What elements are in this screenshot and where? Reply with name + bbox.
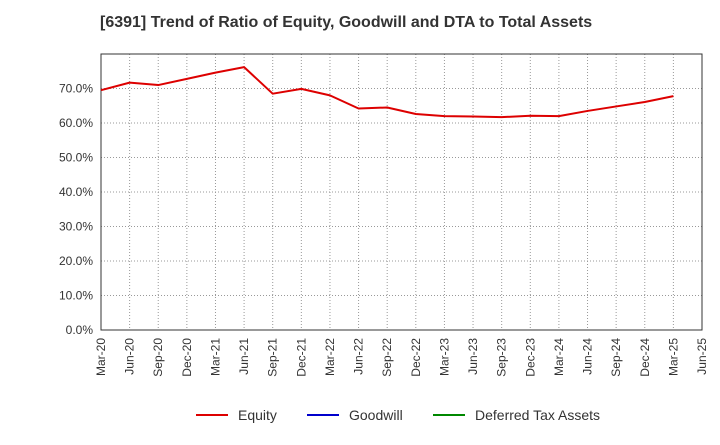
x-tick-label: Sep-22 bbox=[380, 338, 394, 377]
x-tick-label: Jun-24 bbox=[581, 338, 595, 375]
legend-label: Equity bbox=[238, 407, 277, 423]
y-tick-label: 40.0% bbox=[59, 185, 93, 199]
x-tick-label: Jun-20 bbox=[123, 338, 137, 375]
x-tick-label: Mar-20 bbox=[94, 338, 108, 376]
y-tick-label: 70.0% bbox=[59, 82, 93, 96]
legend-label: Deferred Tax Assets bbox=[475, 407, 600, 423]
y-tick-label: 10.0% bbox=[59, 289, 93, 303]
x-tick-label: Mar-24 bbox=[552, 338, 566, 376]
chart-title: [6391] Trend of Ratio of Equity, Goodwil… bbox=[100, 14, 593, 31]
y-tick-label: 60.0% bbox=[59, 116, 93, 130]
plot-border bbox=[100, 53, 703, 331]
y-tick-label: 0.0% bbox=[66, 323, 94, 337]
x-tick-label: Sep-21 bbox=[266, 338, 280, 377]
x-tick-label: Sep-20 bbox=[151, 338, 165, 377]
x-tick-label: Sep-23 bbox=[495, 338, 509, 377]
y-tick-label: 20.0% bbox=[59, 254, 93, 268]
x-tick-label: Mar-22 bbox=[323, 338, 337, 376]
x-tick-label: Dec-20 bbox=[180, 338, 194, 377]
x-tick-label: Mar-21 bbox=[208, 338, 222, 376]
series-line-equity bbox=[100, 66, 674, 119]
x-tick-label: Jun-25 bbox=[695, 338, 709, 375]
x-tick-label: Dec-23 bbox=[523, 338, 537, 377]
legend-label: Goodwill bbox=[349, 407, 403, 423]
x-tick-label: Sep-24 bbox=[609, 338, 623, 377]
y-tick-label: 30.0% bbox=[59, 220, 93, 234]
x-tick-label: Jun-23 bbox=[466, 338, 480, 375]
x-tick-label: Dec-24 bbox=[638, 338, 652, 377]
x-tick-label: Dec-21 bbox=[294, 338, 308, 377]
y-tick-label: 50.0% bbox=[59, 151, 93, 165]
x-tick-label: Dec-22 bbox=[409, 338, 423, 377]
x-tick-label: Jun-22 bbox=[352, 338, 366, 375]
x-tick-label: Jun-21 bbox=[237, 338, 251, 375]
x-tick-label: Mar-25 bbox=[666, 338, 680, 376]
x-tick-label: Mar-23 bbox=[437, 338, 451, 376]
